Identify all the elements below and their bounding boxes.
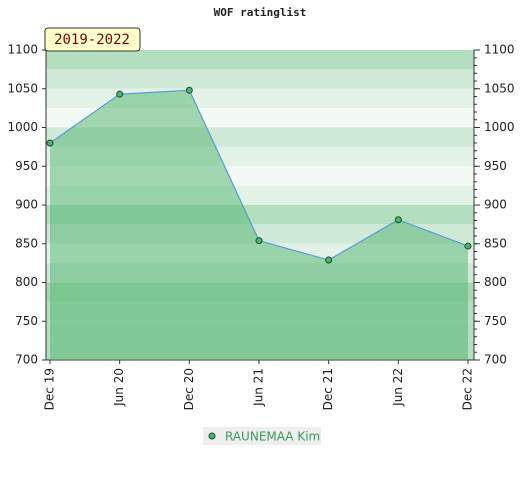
background-stripe	[46, 50, 474, 70]
x-tick-label: Jun 20	[112, 368, 126, 407]
x-tick-label: Dec 22	[461, 368, 475, 410]
y2-tick-label: 950	[484, 159, 507, 173]
x-tick-label: Dec 19	[43, 368, 57, 410]
y2-tick-label: 900	[484, 198, 507, 212]
y-tick-label: 1050	[7, 81, 38, 95]
y2-tick-label: 800	[484, 275, 507, 289]
legend-marker	[208, 432, 216, 440]
y-tick-label: 950	[15, 159, 38, 173]
point	[185, 86, 193, 94]
point	[325, 256, 333, 264]
x-tick-label: Jun 21	[252, 368, 266, 407]
y2-tick-label: 1100	[484, 43, 515, 57]
y2-tick-label: 1000	[484, 120, 515, 134]
chart-title: WOF ratinglist	[214, 6, 307, 19]
y2-tick-label: 750	[484, 314, 507, 328]
point	[394, 216, 402, 224]
point	[46, 139, 54, 147]
annotation: 2019-2022	[54, 32, 130, 48]
point	[255, 237, 263, 245]
x-tick-label: Dec 21	[321, 368, 335, 410]
y-tick-label: 700	[15, 353, 38, 367]
y-tick-label: 1000	[7, 120, 38, 134]
x-tick-label: Jun 22	[391, 368, 405, 407]
y-tick-label: 850	[15, 236, 38, 250]
x-tick-label: Dec 20	[182, 368, 196, 410]
y2-tick-label: 850	[484, 236, 507, 250]
y-tick-label: 800	[15, 275, 38, 289]
legend-label: RAUNEMAA Kim	[225, 430, 320, 444]
y-tick-label: 900	[15, 198, 38, 212]
y2-tick-label: 1050	[484, 81, 515, 95]
point	[464, 242, 472, 250]
legend-box	[203, 427, 321, 445]
y-tick-label: 1100	[7, 43, 38, 57]
y-tick-label: 750	[15, 314, 38, 328]
annotation-box	[44, 27, 141, 52]
area	[50, 90, 468, 361]
background-stripe	[46, 69, 474, 89]
y2-tick-label: 700	[484, 353, 507, 367]
point	[116, 90, 124, 98]
